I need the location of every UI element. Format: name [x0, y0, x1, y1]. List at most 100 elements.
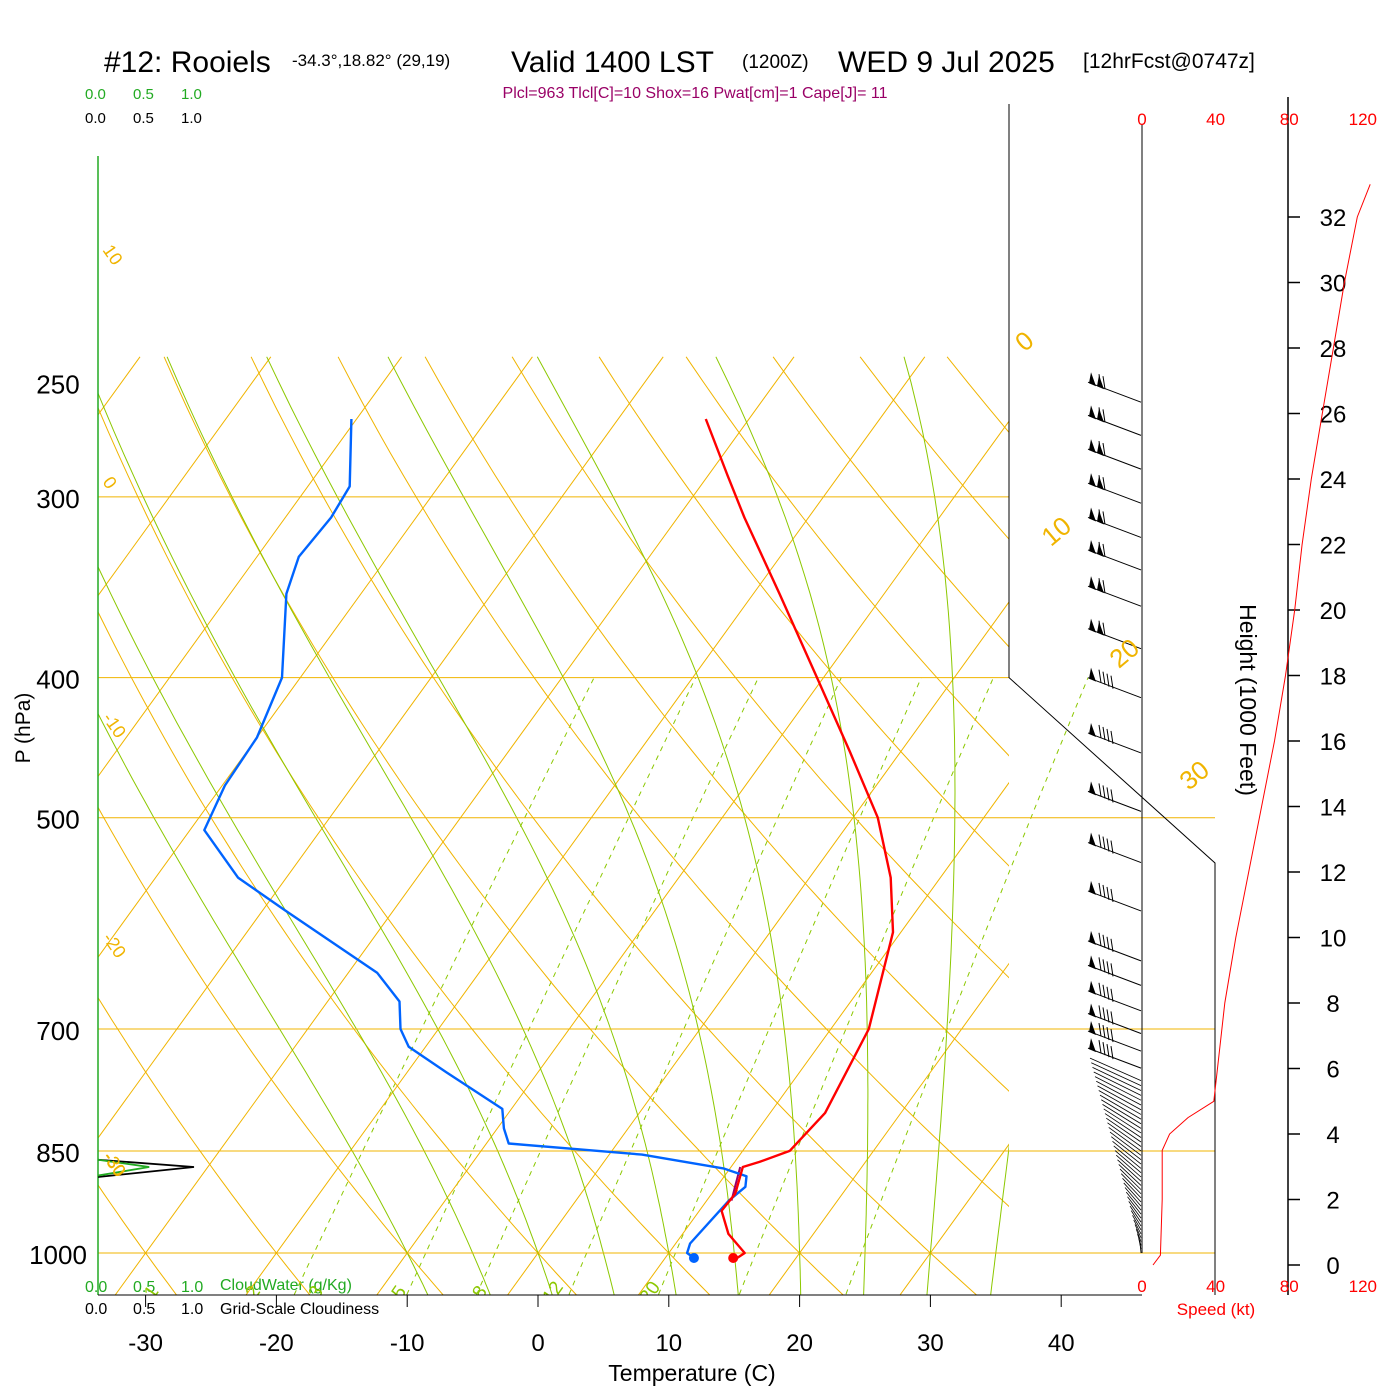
wind-barb-staff	[1114, 1150, 1142, 1174]
wind-barb-staff	[1134, 1224, 1142, 1238]
wind-barb-feather	[1102, 1024, 1106, 1039]
dry-adiabat-line	[424, 356, 1009, 1092]
wind-barb-feather	[1098, 374, 1102, 388]
wind-barb-staff	[1087, 381, 1142, 403]
wind-barb-staff	[1087, 1030, 1142, 1052]
isotherm-line	[98, 356, 272, 597]
wind-barb-flag	[1089, 1021, 1096, 1036]
isotherm-line	[899, 1143, 1009, 1295]
height-tick-label: 30	[1320, 271, 1347, 298]
temperature-tick-label: -10	[390, 1330, 425, 1357]
wind-barb-feather	[1106, 1044, 1110, 1058]
cloudwater-scale-top: 0.0 0.5 1.0	[85, 86, 202, 103]
dry-adiabat-line	[337, 356, 1009, 1208]
wind-barb-staff	[1122, 1178, 1142, 1199]
cloud-scale-label: 0.5	[133, 1301, 155, 1318]
moist-adiabat-line	[903, 356, 956, 1295]
dry-adiabat-line	[163, 356, 844, 1295]
wind-barb-flag	[1089, 372, 1096, 387]
wind-barb-feather	[1110, 675, 1114, 689]
speed-tick-label: 80	[1280, 110, 1299, 129]
dry-adiabat-line	[98, 406, 711, 1295]
mixing-ratio-label: 8	[468, 1282, 491, 1303]
speed-tick-label: 120	[1349, 1277, 1377, 1296]
wind-barb-staff	[1115, 1154, 1142, 1178]
dry-adiabat-label: 30	[1173, 754, 1214, 796]
wind-barb-staff	[1123, 1182, 1142, 1203]
wind-barb-feather	[1102, 934, 1106, 948]
cloudiness-label: Grid-Scale Cloudiness	[220, 1301, 379, 1318]
cloud-scale-label: 1.0	[181, 1301, 203, 1318]
wind-barb-feather	[1110, 1028, 1114, 1043]
wind-barb-staff	[1112, 1141, 1142, 1165]
wind-barb-staff	[1093, 1071, 1142, 1096]
mixing-ratio-lines: 1 2 3 5 8 12 20	[140, 677, 1089, 1307]
wind-barb-staff	[1099, 1094, 1142, 1120]
wind-barb-feather	[1106, 961, 1110, 975]
isotherm-line	[114, 356, 795, 1295]
speed-axis-title: Speed (kt)	[1177, 1300, 1255, 1319]
wind-barb-feather	[1110, 730, 1114, 745]
isotherm-line	[637, 781, 1009, 1295]
dry-adiabat-label: 0	[1009, 325, 1039, 357]
dry-adiabat-line	[1295, 357, 1400, 1302]
wind-barb-staff	[1102, 1104, 1142, 1129]
wind-barb-staff	[1087, 677, 1142, 699]
wind-barb-feather	[1102, 671, 1106, 685]
wind-barb-staff	[1103, 1108, 1142, 1134]
wind-barb-flag	[1089, 576, 1096, 591]
wind-barb-staff	[1087, 940, 1142, 962]
wind-barb-staff	[1087, 1047, 1142, 1069]
cloud-scale-label: 0.0	[85, 86, 106, 103]
wind-barb	[1087, 405, 1142, 436]
wind-barb-feather	[1098, 1022, 1102, 1037]
cloudwater-profile	[97, 1158, 150, 1177]
height-tick-label: 0	[1326, 1253, 1339, 1280]
wind-barb-staff	[1128, 1201, 1142, 1219]
wind-barb-feather	[1102, 836, 1106, 850]
speed-tick-label: 40	[1206, 110, 1225, 129]
mixing-ratio-line	[738, 677, 994, 1295]
wind-barb-staff	[1096, 1080, 1142, 1106]
wind-barb-staff	[1094, 1076, 1142, 1101]
cloud-scale-label: 0.5	[133, 1279, 155, 1296]
wind-barb	[1087, 576, 1142, 607]
temperature-tick-label: 20	[786, 1330, 813, 1357]
wind-barb-feather	[1106, 986, 1110, 1000]
wind-barb-feather	[1102, 511, 1106, 525]
wind-barb-staff	[1087, 790, 1142, 812]
wind-barb	[1087, 1038, 1142, 1069]
wind-barb-flag	[1089, 439, 1096, 454]
wind-barb-feather	[1102, 580, 1106, 594]
cloudiness-scale-top: 0.0 0.5 1.0	[85, 110, 202, 127]
wind-barb-feather	[1098, 620, 1102, 634]
isotherm-line	[98, 356, 403, 778]
dry-adiabat-line	[685, 356, 1009, 757]
wind-barb	[1087, 955, 1142, 986]
wind-speed-profile	[1152, 184, 1371, 1266]
forecast-info: [12hrFcst@0747z]	[1083, 50, 1255, 73]
wind-barb-staff	[1124, 1187, 1142, 1207]
wind-barb-feather	[1110, 1046, 1114, 1060]
dry-adiabat-line	[598, 356, 1009, 867]
wind-barb-staff	[1125, 1191, 1142, 1211]
wind-barb-flag	[1089, 880, 1096, 895]
wind-barb-feather	[1098, 509, 1102, 523]
wind-barb-flag	[1089, 980, 1096, 995]
moist-adiabat-line	[536, 356, 802, 1295]
dry-adiabat-line	[946, 356, 1009, 434]
stability-indices: Plcl=963 Tlcl[C]=10 Shox=16 Pwat[cm]=1 C…	[503, 85, 888, 102]
wind-barb	[1087, 667, 1142, 699]
height-tick-label: 16	[1320, 729, 1347, 756]
isotherm-line	[98, 356, 533, 959]
height-speed-panel: 0246810121416182022242628303200404080801…	[1137, 97, 1377, 1296]
wind-barb-feather	[1098, 1040, 1102, 1054]
temperature-tick-label: 40	[1048, 1330, 1075, 1357]
wind-barb-staff	[1106, 1117, 1142, 1143]
wind-barb	[1087, 1003, 1142, 1034]
wind-barb-staff	[1089, 1057, 1142, 1082]
sounding-traces	[203, 418, 895, 1264]
moist-adiabat-line	[98, 391, 553, 1295]
height-tick-label: 18	[1320, 664, 1347, 691]
mixing-ratio-label: 12	[539, 1278, 568, 1307]
